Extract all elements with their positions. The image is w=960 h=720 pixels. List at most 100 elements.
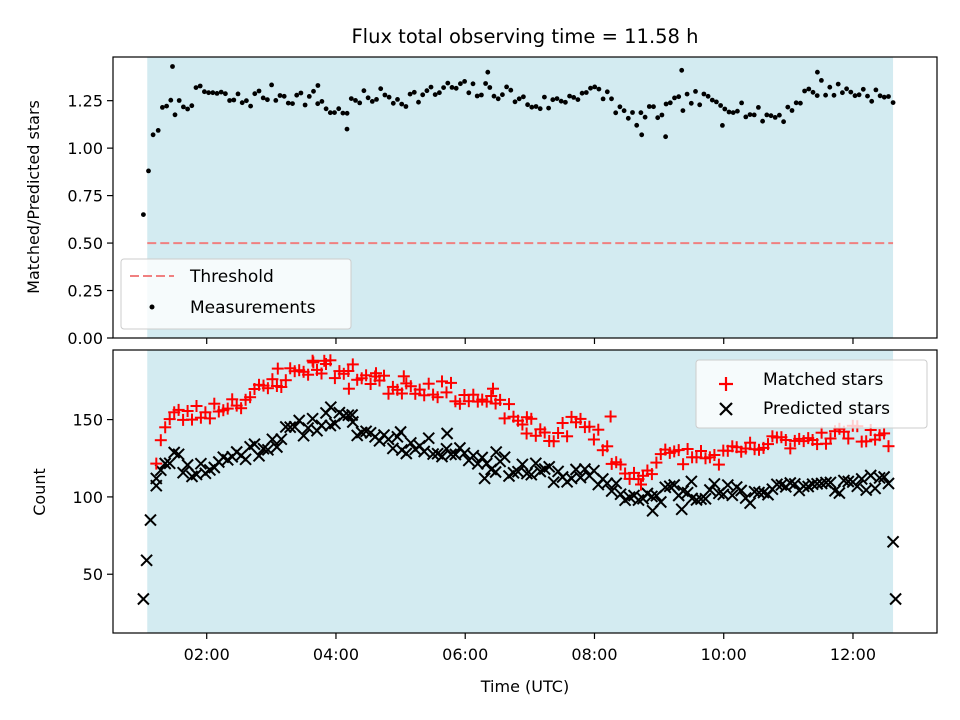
matched-star-point: [154, 434, 167, 447]
predicted-star-point: [435, 450, 449, 463]
matched-star-point: [360, 369, 373, 382]
matched-star-point: [842, 432, 855, 445]
measurement-point: [206, 90, 212, 96]
matched-star-point: [815, 426, 828, 439]
measurement-point: [458, 81, 463, 87]
matched-star-point: [494, 393, 507, 406]
matched-star-point: [328, 372, 341, 385]
measurement-point: [613, 110, 619, 116]
predicted-star-point: [426, 447, 440, 461]
predicted-star-point: [743, 496, 757, 510]
predicted-star-point: [324, 400, 338, 414]
matched-star-point: [261, 382, 274, 395]
matched-star-point: [529, 429, 542, 442]
matched-star-point: [516, 418, 529, 431]
measurement-point: [193, 85, 199, 90]
predicted-star-point: [283, 420, 297, 434]
predicted-star-point: [144, 513, 157, 527]
measurement-point: [697, 102, 703, 108]
measurement-point: [462, 79, 467, 84]
matched-star-point: [279, 374, 292, 387]
measurement-point: [844, 86, 849, 92]
predicted-star-point: [194, 457, 208, 470]
measurement-point: [399, 101, 405, 107]
measurement-point: [550, 97, 556, 103]
measurement-point: [202, 89, 207, 95]
matched-star-point: [275, 381, 288, 393]
measurement-point: [420, 92, 426, 98]
measurement-point: [869, 98, 875, 104]
measurement-point: [537, 106, 543, 112]
measurement-point: [411, 89, 417, 95]
predicted-star-point: [404, 436, 418, 450]
measurement-point: [542, 94, 547, 100]
predicted-star-point: [498, 450, 511, 464]
count-legend: Matched stars Predicted stars: [695, 359, 928, 429]
measurement-point: [663, 101, 669, 107]
measurement-point: [571, 95, 577, 100]
predicted-star-point: [275, 432, 288, 446]
measurement-point: [714, 99, 719, 105]
matched-star-point: [378, 369, 390, 382]
matched-star-point: [672, 444, 685, 457]
measurement-point: [785, 104, 791, 110]
predicted-star-point: [342, 408, 355, 422]
measurement-point: [793, 100, 799, 106]
predicted-star-point: [788, 477, 802, 491]
measurement-point: [269, 82, 274, 88]
matched-star-point: [266, 373, 279, 386]
matched-star-point: [346, 358, 359, 371]
matched-star-point: [431, 391, 444, 404]
predicted-star-point: [248, 437, 261, 451]
measurement-point: [416, 99, 421, 105]
predicted-star-point: [605, 484, 618, 498]
measurement-point: [739, 100, 744, 106]
matched-star-point: [302, 368, 315, 381]
predicted-stars-points: [137, 400, 902, 606]
predicted-star-point: [851, 480, 864, 493]
measurement-point: [709, 97, 715, 103]
measurement-point: [642, 114, 648, 120]
measurement-point: [558, 98, 564, 104]
measurement-point: [231, 97, 237, 103]
measurement-point: [625, 115, 631, 121]
measurement-point: [575, 97, 581, 102]
predicted-star-point: [882, 477, 895, 490]
predicted-star-point: [855, 472, 868, 486]
predicted-star-point: [675, 503, 688, 516]
matched-star-point: [487, 382, 499, 395]
measurement-point: [815, 69, 820, 75]
predicted-star-point: [458, 446, 471, 460]
matched-star-point: [561, 430, 574, 443]
predicted-star-point: [239, 453, 252, 466]
measurement-point: [466, 90, 472, 96]
matched-star-point: [318, 354, 331, 367]
x-tick-label: 02:00: [184, 645, 230, 664]
matched-star-point: [244, 391, 257, 404]
measurement-point: [679, 67, 685, 73]
measurement-point: [146, 168, 151, 174]
matched-star-point: [370, 367, 382, 380]
measurement-point: [214, 91, 220, 96]
measurement-point: [281, 93, 287, 99]
measurement-point: [378, 86, 384, 92]
measurement-point: [877, 93, 883, 99]
measurement-point: [298, 90, 304, 96]
measurement-point: [831, 92, 837, 98]
matched-star-point: [395, 387, 408, 400]
measurement-point: [353, 98, 358, 103]
predicted-star-point: [172, 448, 185, 461]
matched-star-point: [208, 397, 221, 410]
measurement-point: [390, 100, 396, 106]
count-panel-frame: [112, 349, 938, 634]
measurement-point: [655, 115, 661, 121]
measurement-point: [311, 88, 316, 94]
matched-star-point: [878, 427, 891, 440]
matched-star-point: [583, 420, 596, 433]
predicted-star-point: [520, 467, 534, 480]
measurement-point: [827, 84, 833, 90]
measurement-point: [441, 85, 446, 90]
matched-star-point: [397, 370, 410, 383]
measurement-point: [260, 95, 266, 101]
